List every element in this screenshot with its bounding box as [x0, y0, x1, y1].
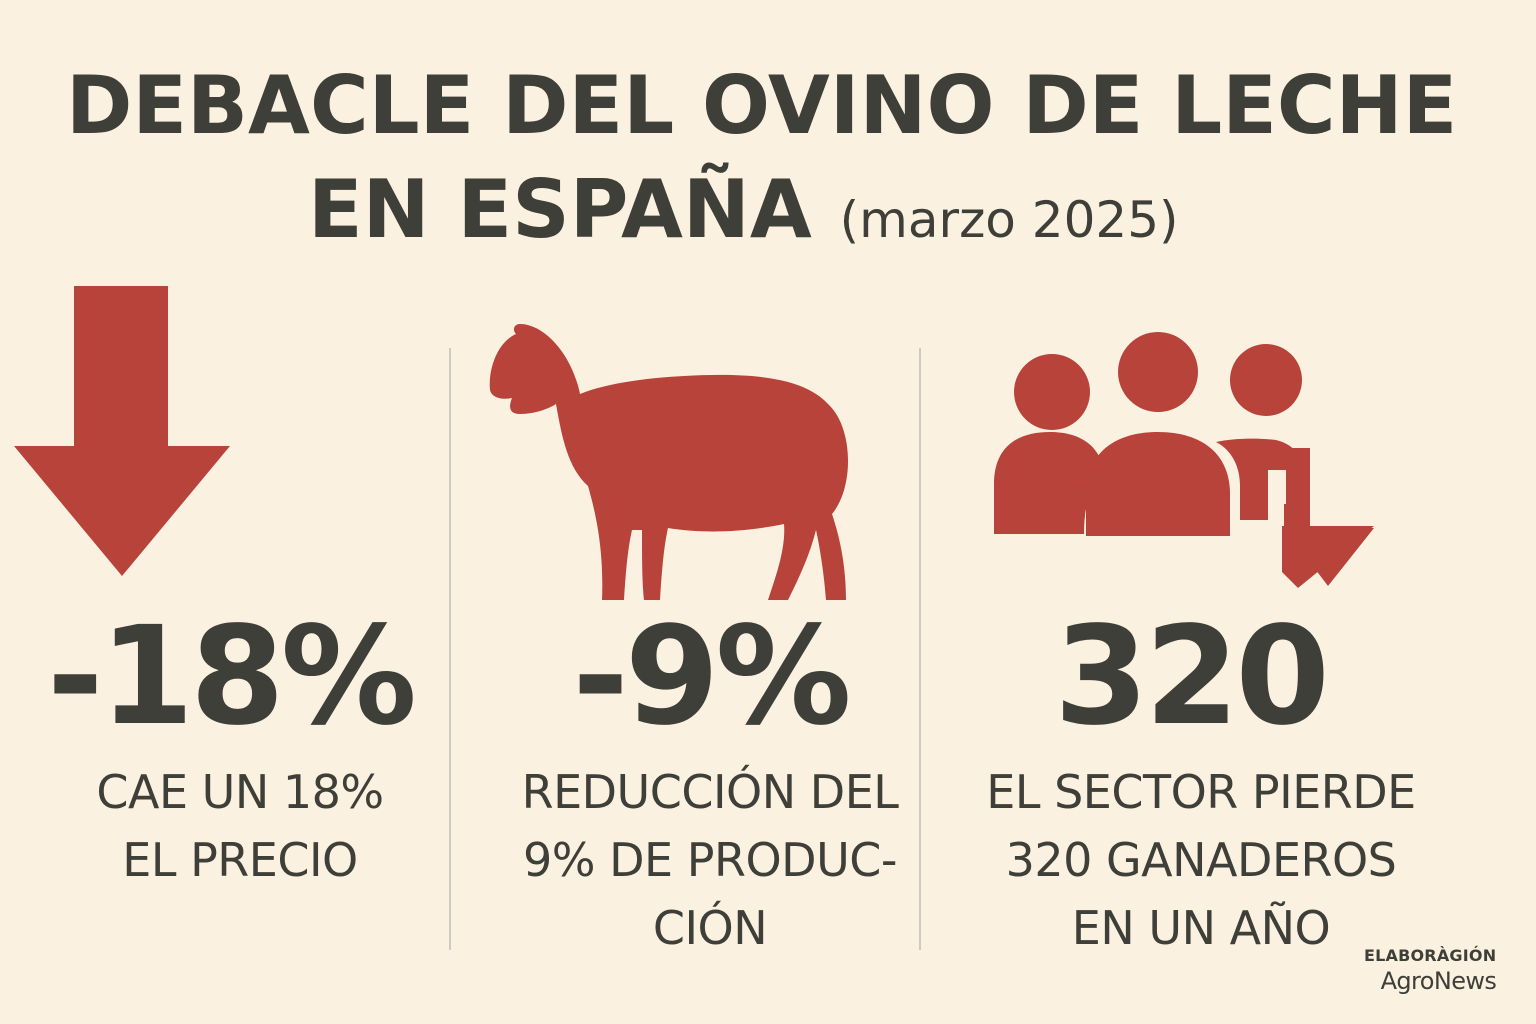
stat-caption-production: REDUCCIÓN DEL 9% DE PRODUC- CIÓN: [500, 758, 920, 962]
divider-left: [449, 348, 451, 950]
stat-value-farmers: 320: [1054, 598, 1330, 756]
caption-line: EL SECTOR PIERDE: [986, 765, 1416, 819]
source-credit: ELABORÀGIÓN AgroNews: [1364, 946, 1497, 995]
people-down-arrow-icon: [994, 332, 1374, 588]
person-body-icon: [1216, 438, 1302, 520]
caption-line: CAE UN 18%: [96, 765, 384, 819]
credit-source: AgroNews: [1380, 967, 1497, 995]
caption-line: REDUCCIÓN DEL: [521, 765, 899, 819]
caption-line: EL PRECIO: [122, 833, 358, 887]
person-head-icon: [1118, 332, 1198, 412]
down-arrow-icon: [14, 286, 230, 576]
sheep-icon: [489, 324, 849, 600]
credit-label: ELABORÀGIÓN: [1364, 946, 1497, 965]
stat-value-production: -9%: [572, 598, 851, 756]
stat-caption-farmers: EL SECTOR PIERDE 320 GANADEROS EN UN AÑO: [966, 758, 1436, 962]
title-country: EN ESPAÑA: [308, 163, 812, 256]
down-arrow-icon: [1284, 528, 1374, 586]
title-line-2: EN ESPAÑA (marzo 2025): [66, 158, 1457, 272]
person-body-icon: [1086, 432, 1230, 536]
stat-value-price: -18%: [47, 598, 417, 756]
person-head-icon: [1230, 344, 1302, 416]
stat-caption-price: CAE UN 18% EL PRECIO: [40, 758, 440, 894]
divider-right: [919, 348, 921, 950]
caption-line: 320 GANADEROS: [1005, 833, 1397, 887]
caption-line: 9% DE PRODUC-: [523, 833, 897, 887]
caption-line: EN UN AÑO: [1071, 901, 1331, 955]
person-head-icon: [1014, 354, 1090, 430]
person-body-icon: [994, 432, 1104, 534]
caption-line: CIÓN: [652, 901, 768, 955]
page-title: DEBACLE DEL OVINO DE LECHE EN ESPAÑA (ma…: [66, 54, 1457, 272]
title-date: (marzo 2025): [839, 191, 1179, 249]
title-line-1: DEBACLE DEL OVINO DE LECHE: [66, 59, 1458, 152]
